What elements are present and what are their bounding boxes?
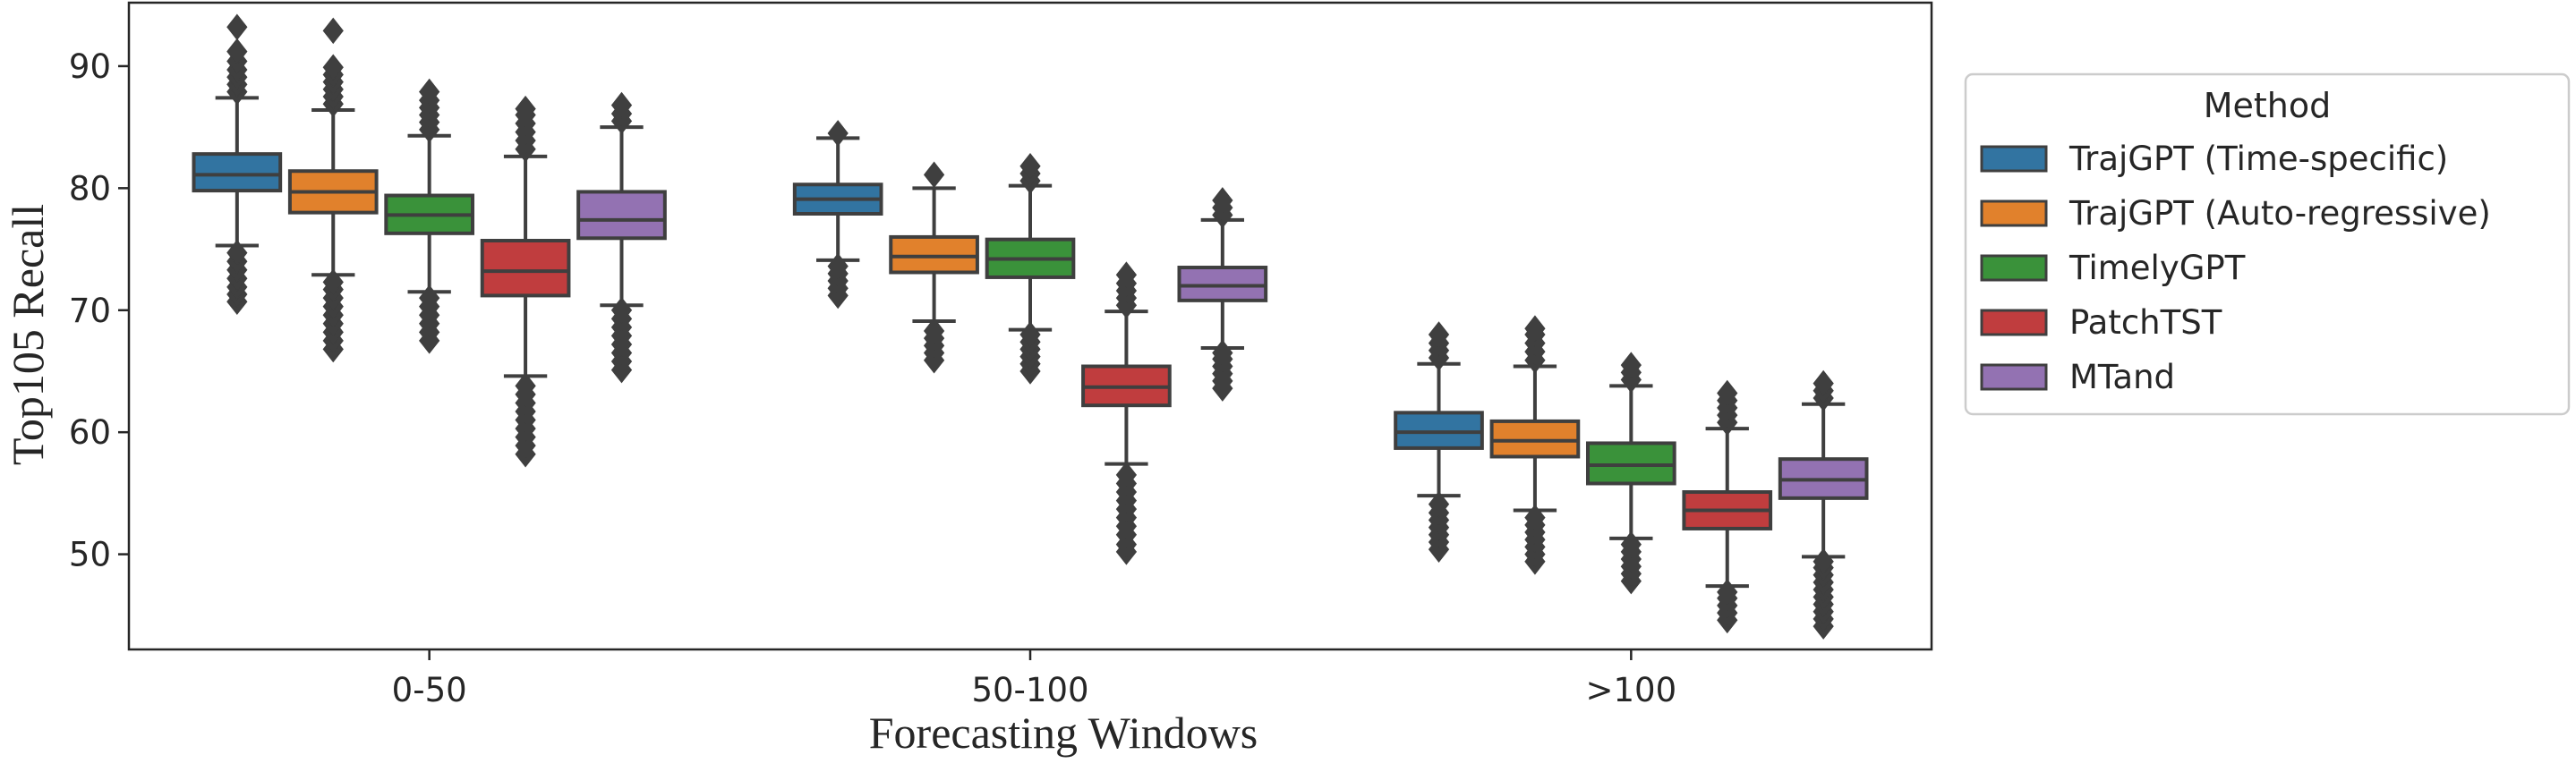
outlier-point — [923, 161, 945, 189]
legend-swatch — [1980, 145, 2048, 173]
box-group — [1394, 321, 1484, 563]
outlier-point — [827, 120, 849, 147]
legend-label: PatchTST — [2069, 303, 2222, 342]
outlier-point — [1115, 261, 1138, 289]
box-iqr — [480, 239, 571, 298]
outlier-point — [419, 78, 440, 106]
outlier-point — [226, 239, 248, 267]
box-group — [576, 91, 667, 384]
outlier-point — [1115, 462, 1138, 488]
legend-swatch — [1980, 199, 2048, 227]
box-group — [1177, 187, 1268, 402]
box-group — [192, 13, 283, 316]
legend-title: Method — [2204, 86, 2332, 125]
box-iqr — [1489, 419, 1581, 459]
outlier-point — [1019, 152, 1041, 180]
outlier-point — [827, 252, 849, 280]
legend-frame — [1964, 72, 2571, 416]
outlier-point — [515, 95, 536, 123]
outlier-point — [322, 17, 344, 45]
box-iqr — [192, 152, 283, 193]
outlier-point — [226, 38, 248, 65]
outlier-point — [1717, 379, 1738, 407]
outlier-point — [1019, 321, 1041, 348]
outlier-point — [1524, 315, 1546, 343]
box-iqr — [576, 190, 667, 241]
legend-swatch — [1980, 363, 2048, 391]
outlier-point — [1212, 339, 1233, 367]
outlier-point — [610, 91, 633, 119]
y-axis-title: Top105 Recall — [3, 204, 53, 465]
outlier-point — [610, 296, 633, 324]
legend-items: TrajGPT (Time-specific) TrajGPT (Auto-reg… — [1980, 140, 2491, 396]
outlier-point — [226, 13, 248, 41]
box-group — [1489, 315, 1581, 575]
legend-label: TrajGPT (Time-specific) — [2068, 140, 2448, 178]
y-tick-label: 70 — [69, 292, 111, 330]
outlier-point — [1620, 352, 1642, 378]
box-iqr — [1394, 411, 1484, 450]
outlier-point — [515, 372, 536, 400]
outlier-point — [322, 54, 344, 81]
y-axis: 50 60 70 80 90 — [69, 47, 129, 574]
x-tick-label: 50-100 — [971, 671, 1088, 709]
y-tick-label: 80 — [69, 169, 111, 208]
box-group — [1682, 379, 1773, 634]
outlier-point — [1524, 504, 1546, 531]
box-group — [889, 161, 979, 374]
x-axis-title: Forecasting Windows — [869, 708, 1258, 758]
box-group — [1585, 352, 1676, 595]
legend-swatch — [1980, 254, 2048, 282]
outlier-point — [1717, 579, 1738, 606]
outlier-point — [923, 318, 945, 344]
x-tick-label: >100 — [1586, 671, 1677, 709]
box-group — [985, 152, 1076, 385]
outlier-point — [1428, 490, 1450, 518]
boxes-layer — [192, 13, 1869, 640]
outlier-point — [322, 268, 344, 296]
outlier-point — [419, 284, 440, 311]
outlier-point — [1813, 369, 1834, 397]
x-axis: 0-50 50-100 >100 — [392, 649, 1676, 709]
legend-swatch — [1980, 309, 2048, 336]
legend: Method TrajGPT (Time-specific) TrajGPT (A… — [1964, 72, 2571, 416]
legend-label: TimelyGPT — [2068, 249, 2246, 287]
outlier-point — [1813, 547, 1834, 575]
box-group — [792, 120, 883, 310]
box-group — [480, 95, 571, 468]
box-group — [384, 78, 475, 354]
outlier-point — [1428, 321, 1450, 348]
y-tick-label: 60 — [69, 413, 111, 452]
box-group — [287, 17, 379, 363]
box-iqr — [1585, 441, 1676, 486]
y-tick-label: 90 — [69, 47, 111, 86]
box-group — [1081, 261, 1172, 565]
x-tick-label: 0-50 — [392, 671, 467, 709]
y-tick-label: 50 — [69, 536, 111, 574]
outlier-point — [1212, 187, 1233, 214]
legend-label: TrajGPT (Auto-regressive) — [2068, 194, 2491, 233]
box-group — [1778, 369, 1869, 640]
outlier-point — [1620, 530, 1642, 558]
box-iqr — [1177, 266, 1268, 302]
box-iqr — [889, 234, 979, 275]
legend-label: MTand — [2069, 358, 2175, 396]
